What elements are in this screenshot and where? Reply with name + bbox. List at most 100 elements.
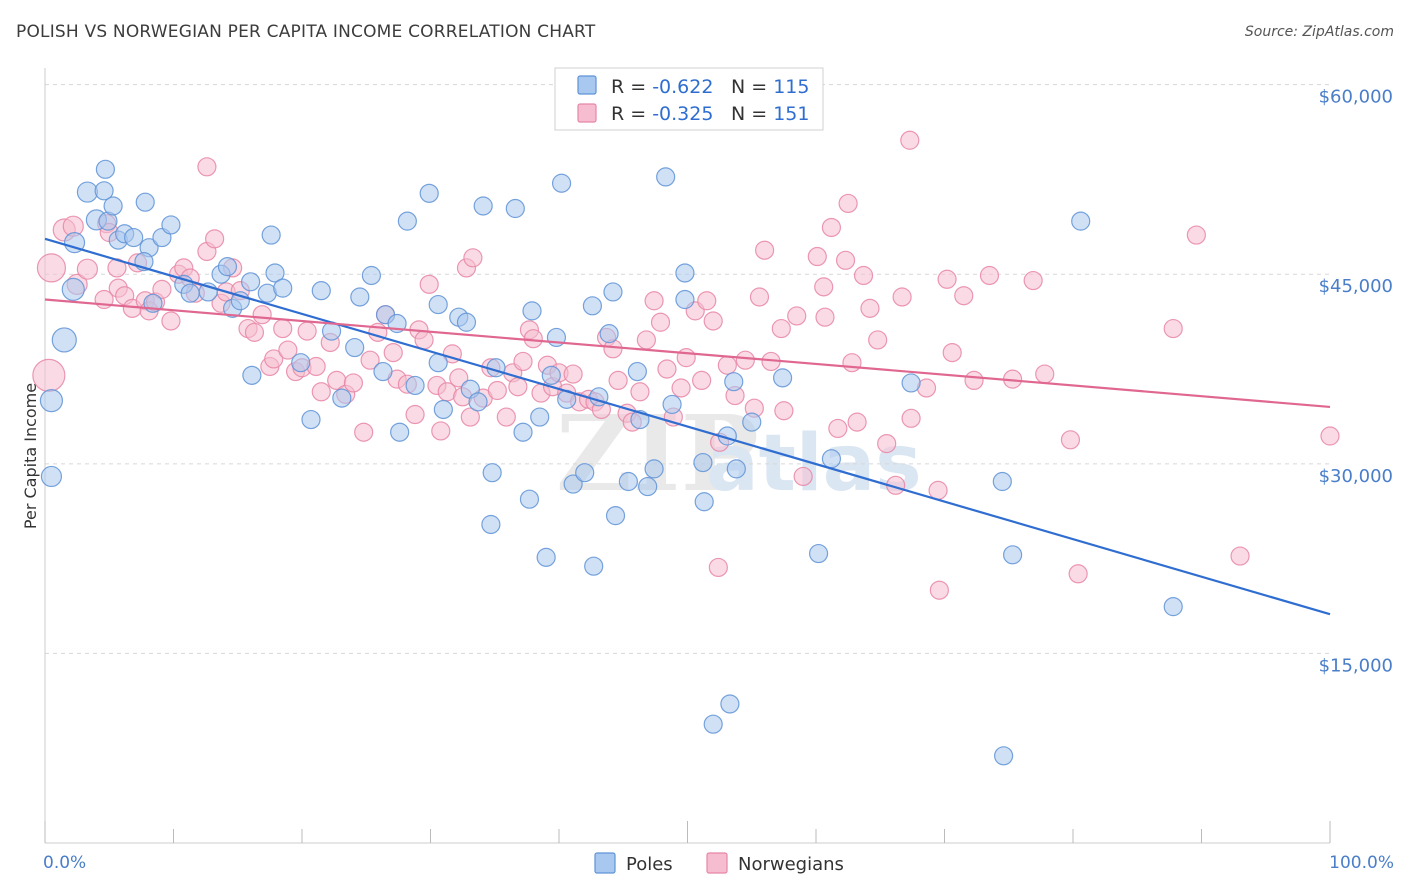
poles-point-43 bbox=[373, 361, 393, 382]
norwegians-point-35 bbox=[273, 318, 293, 339]
poles-point-72 bbox=[584, 556, 604, 576]
poles-point-83 bbox=[662, 394, 682, 415]
norwegians-point-93 bbox=[650, 312, 671, 332]
poles-point-95 bbox=[808, 543, 829, 564]
poles-point-75 bbox=[603, 282, 623, 302]
norwegians-point-45 bbox=[343, 373, 363, 393]
poles-point-33 bbox=[291, 353, 311, 373]
norwegians-point-114 bbox=[807, 246, 827, 267]
correlation-legend: R = -0.622 N = 115 R = -0.325 N = 151 bbox=[554, 67, 824, 131]
poles-point-4 bbox=[63, 232, 86, 254]
axes bbox=[44, 68, 1331, 844]
source-credit: Source: ZipAtlas.com bbox=[1244, 24, 1394, 40]
bottom-legend-swatch-poles bbox=[594, 852, 616, 874]
poles-point-31 bbox=[265, 263, 285, 283]
norwegians-point-91 bbox=[636, 330, 656, 350]
norwegians-point-131 bbox=[937, 269, 957, 289]
norwegians-point-69 bbox=[496, 407, 516, 427]
poles-point-21 bbox=[180, 283, 200, 303]
poles-point-86 bbox=[693, 452, 713, 473]
poles-point-40 bbox=[361, 265, 381, 286]
poles-point-93 bbox=[742, 412, 762, 432]
norwegians-point-101 bbox=[703, 311, 723, 331]
norwegians-point-144 bbox=[1320, 426, 1340, 446]
poles-point-74 bbox=[599, 324, 619, 344]
norwegians-point-99 bbox=[692, 370, 712, 390]
watermark-zip: ZIP bbox=[556, 392, 759, 515]
poles-point-94 bbox=[772, 368, 793, 388]
norwegians-point-46 bbox=[354, 422, 374, 442]
norwegians-point-128 bbox=[901, 408, 921, 428]
trend-lines bbox=[44, 237, 1331, 616]
legend-r-value-poles: -0.622 bbox=[652, 76, 713, 98]
norwegians-point-133 bbox=[954, 286, 974, 306]
norwegians-point-111 bbox=[774, 401, 794, 421]
legend-swatch-norwegians bbox=[577, 103, 597, 123]
norwegians-point-97 bbox=[676, 348, 696, 368]
chart-title: POLISH VS NORWEGIAN PER CAPITA INCOME CO… bbox=[16, 22, 596, 42]
poles-point-64 bbox=[536, 547, 556, 567]
y-tick-label-1: $30,000 bbox=[1319, 466, 1393, 487]
poles-point-87 bbox=[694, 492, 714, 512]
poles-point-3 bbox=[61, 277, 85, 301]
legend-n-value-poles: 115 bbox=[773, 76, 809, 98]
norwegians-point-94 bbox=[657, 359, 677, 379]
norwegians-point-90 bbox=[630, 382, 650, 402]
norwegians-point-126 bbox=[892, 287, 912, 307]
poles-point-97 bbox=[901, 373, 921, 393]
norwegians-point-25 bbox=[205, 229, 225, 249]
norwegians-point-100 bbox=[697, 291, 717, 311]
norwegians-point-148 bbox=[929, 580, 949, 600]
poles-point-30 bbox=[261, 225, 281, 245]
norwegians-point-36 bbox=[278, 340, 298, 360]
poles-point-45 bbox=[397, 211, 417, 231]
poles-point-13 bbox=[124, 227, 144, 248]
norwegians-point-55 bbox=[414, 330, 434, 350]
norwegians-point-110 bbox=[771, 318, 791, 339]
norwegians-point-34 bbox=[264, 349, 284, 369]
norwegians-point-47 bbox=[360, 350, 380, 370]
poles-point-49 bbox=[433, 399, 453, 420]
poles-point-9 bbox=[95, 159, 115, 179]
norwegians-point-41 bbox=[311, 382, 331, 402]
norwegians-point-32 bbox=[252, 305, 272, 325]
norwegians-point-1 bbox=[36, 253, 67, 283]
norwegians-point-127 bbox=[900, 130, 920, 150]
norwegians-point-140 bbox=[1068, 564, 1088, 584]
y-tick-label-3: $60,000 bbox=[1319, 87, 1393, 108]
poles-point-102 bbox=[1163, 597, 1183, 617]
norwegians-point-141 bbox=[1163, 318, 1183, 339]
norwegians-point-39 bbox=[297, 321, 317, 341]
poles-point-71 bbox=[582, 296, 603, 316]
norwegians-point-145 bbox=[708, 557, 728, 578]
svg-text:N = 151: N = 151 bbox=[731, 103, 809, 125]
norwegians-point-138 bbox=[1035, 364, 1055, 384]
bottom-legend-label-poles: Poles bbox=[626, 854, 673, 875]
poles-point-65 bbox=[541, 365, 561, 385]
poles-point-52 bbox=[456, 312, 477, 332]
norwegians-points bbox=[32, 130, 1340, 600]
legend-n-label-norwegians: N = bbox=[731, 103, 773, 125]
poles-point-0 bbox=[39, 389, 64, 413]
poles-point-61 bbox=[519, 489, 540, 509]
norwegians-point-146 bbox=[815, 307, 835, 327]
norwegians-point-74 bbox=[523, 329, 543, 349]
poles-point-96 bbox=[821, 449, 842, 469]
norwegians-point-107 bbox=[749, 287, 770, 307]
norwegians-trend-line bbox=[44, 298, 1331, 409]
norwegians-point-71 bbox=[508, 377, 528, 397]
norwegians-point-105 bbox=[735, 350, 755, 370]
norwegians-point-132 bbox=[942, 342, 962, 363]
poles-point-67 bbox=[551, 173, 572, 193]
poles-point-101 bbox=[1071, 211, 1091, 231]
norwegians-point-142 bbox=[1186, 225, 1206, 245]
norwegians-point-121 bbox=[853, 265, 874, 286]
norwegians-point-139 bbox=[1060, 430, 1081, 450]
poles-point-24 bbox=[217, 257, 238, 277]
series-legend: Poles Norwegians bbox=[594, 852, 844, 875]
legend-n-label-poles: N = bbox=[731, 76, 773, 98]
norwegians-point-143 bbox=[1230, 546, 1250, 566]
norwegians-point-53 bbox=[405, 404, 425, 425]
norwegians-point-115 bbox=[814, 277, 834, 297]
norwegians-point-63 bbox=[460, 407, 480, 427]
